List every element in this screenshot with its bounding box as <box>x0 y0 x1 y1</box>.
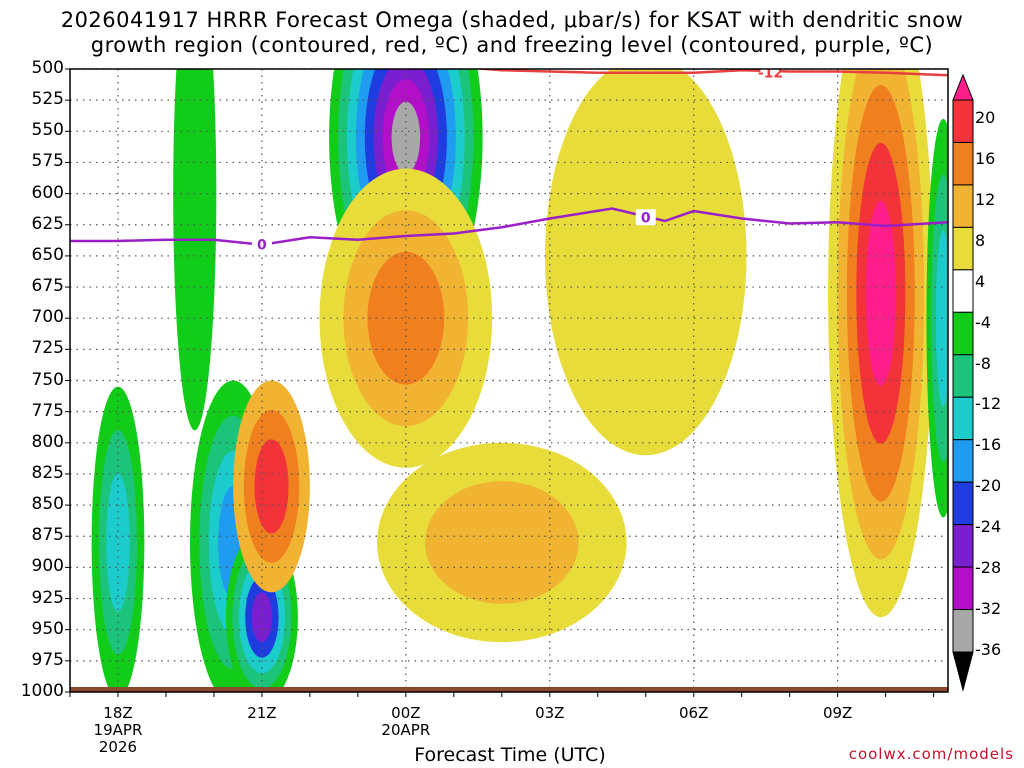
x-tick-label-line: 20APR <box>381 721 431 739</box>
y-tick-label: 800 <box>31 431 64 452</box>
y-tick-label: 950 <box>31 618 64 639</box>
colorbar-tick-label: 20 <box>975 108 996 127</box>
x-tick-label-line: 21Z <box>247 704 277 722</box>
y-tick-label: 725 <box>31 338 64 359</box>
omega-shade-region <box>251 592 273 643</box>
y-tick-label: 550 <box>31 120 64 141</box>
colorbar-bin <box>952 354 974 398</box>
y-tick-label: 875 <box>31 525 64 546</box>
y-tick-label: 700 <box>31 307 64 328</box>
colorbar-tick-label: -20 <box>975 476 1002 496</box>
x-tick-label-line: 19APR <box>93 721 143 739</box>
chart-title-line-1: 2026041917 HRRR Forecast Omega (shaded, … <box>60 8 964 32</box>
y-tick-label: 1000 <box>20 681 64 701</box>
y-tick-label: 575 <box>31 151 64 172</box>
omega-shade-region <box>865 200 896 386</box>
colorbar-bin <box>952 141 974 186</box>
y-tick-label: 525 <box>31 89 64 110</box>
colorbar-bin <box>952 439 974 483</box>
omega-shade-region <box>173 69 217 431</box>
x-tick-label-line: 06Z <box>679 704 709 722</box>
omega-shade-region <box>367 251 445 385</box>
chart-title-line-2: growth region (contoured, red, ºC) and f… <box>90 33 934 57</box>
omega-shade-region <box>254 439 289 534</box>
colorbar-bin <box>952 396 974 441</box>
x-tick-label: 09Z <box>798 705 878 722</box>
x-tick-label-line: 03Z <box>535 704 565 722</box>
plot-frame <box>69 68 949 693</box>
x-tick-label: 21Z <box>222 705 302 722</box>
ground-strip <box>70 687 948 692</box>
colorbar-tick-label: 16 <box>975 148 996 168</box>
x-tick-label: 18Z 19APR 2026 <box>78 705 158 756</box>
dgz-contour-label-bg <box>760 69 781 81</box>
colorbar-tick-label: -24 <box>975 517 1002 537</box>
omega-shade-region <box>425 481 579 604</box>
x-tick-label: 00Z 20APR <box>366 705 446 739</box>
y-tick-label: 750 <box>31 369 64 390</box>
colorbar-tick-label: -8 <box>975 353 991 373</box>
colorbar-tick-label: -12 <box>975 394 1002 414</box>
x-tick-label-line: 00Z <box>391 704 421 722</box>
y-tick-label: 975 <box>31 649 64 670</box>
colorbar-tick-label: -4 <box>975 312 991 332</box>
y-tick-label: 600 <box>31 182 64 203</box>
x-tick-label-line: 09Z <box>822 704 853 722</box>
dgz-contour <box>469 69 948 77</box>
y-tick-label: 650 <box>31 244 64 265</box>
freezing-level-label-1-bg <box>251 236 272 253</box>
y-tick-label: 625 <box>31 213 64 234</box>
colorbar-tick-label: 12 <box>975 189 996 209</box>
freezing-level-label-1: 0 <box>257 238 267 254</box>
y-tick-label: 825 <box>31 462 64 483</box>
dgz-contour-label: -12 <box>758 66 783 82</box>
freezing-level-label-2: 0 <box>641 210 651 226</box>
colorbar-tick-label: -28 <box>975 558 1002 578</box>
colorbar-min-arrow <box>952 651 974 692</box>
colorbar-tick-label: -36 <box>975 640 1002 659</box>
colorbar-bin <box>952 481 974 526</box>
omega-shade-region <box>106 473 130 612</box>
colorbar-bin <box>952 226 974 271</box>
x-tick-label-line: 2026 <box>98 738 138 756</box>
colorbar-bin <box>952 184 974 228</box>
colorbar-bin <box>952 609 974 653</box>
site-credit: coolwx.com/models <box>848 745 1014 763</box>
freezing-level-contour <box>70 207 948 246</box>
y-tick-label: 900 <box>31 556 64 577</box>
colorbar-tick-label: 4 <box>975 271 986 291</box>
colorbar-bin <box>952 566 974 611</box>
y-tick-label: 775 <box>31 400 64 421</box>
omega-shade-region <box>391 101 421 174</box>
colorbar-bin <box>952 269 974 313</box>
x-axis-label: Forecast Time (UTC) <box>414 744 606 766</box>
y-tick-label: 925 <box>31 587 64 608</box>
colorbar-tick-label: -32 <box>975 599 1002 619</box>
x-tick-label-line: 18Z <box>103 704 133 722</box>
freezing-level-label-2-bg <box>635 209 656 226</box>
colorbar-max-arrow <box>952 73 974 101</box>
colorbar-bin <box>952 524 974 568</box>
colorbar-bin <box>952 99 974 143</box>
y-tick-label: 675 <box>31 276 64 297</box>
x-tick-label: 06Z <box>654 705 734 722</box>
colorbar-tick-label: -16 <box>975 435 1002 455</box>
colorbar-tick-label: 8 <box>975 230 986 250</box>
omega-shade-region <box>545 69 747 456</box>
x-tick-label: 03Z <box>510 705 590 722</box>
y-tick-label: 850 <box>31 494 64 515</box>
y-tick-label: 500 <box>31 58 64 78</box>
colorbar-bin <box>952 311 974 356</box>
